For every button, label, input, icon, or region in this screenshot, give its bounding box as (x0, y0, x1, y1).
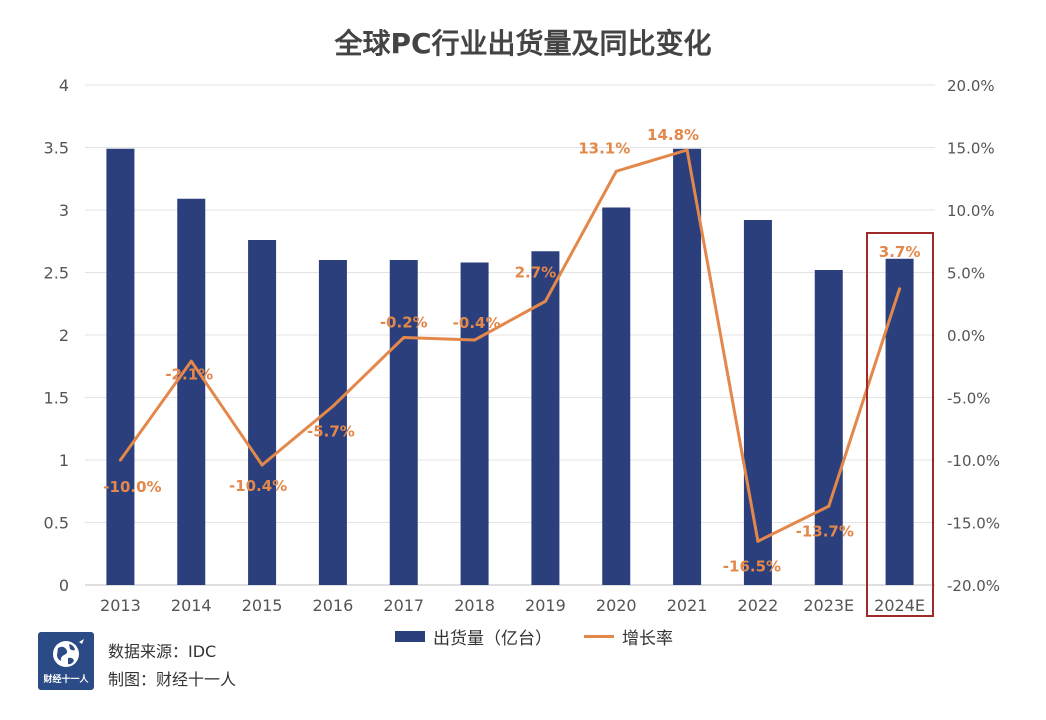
right-tick-label: 20.0% (947, 77, 995, 95)
growth-line (119, 148, 902, 543)
data-label: -10.0% (103, 478, 161, 496)
legend-bar-label: 出货量（亿台） (433, 629, 552, 649)
data-label: 13.1% (578, 139, 630, 157)
source-note: 数据来源：IDC 制图：财经十一人 (108, 638, 236, 694)
x-tick-label: 2017 (383, 596, 424, 615)
bar (673, 148, 702, 585)
x-tick-label: 2019 (525, 596, 566, 615)
left-tick-label: 4 (59, 76, 69, 95)
data-label: -0.2% (380, 314, 428, 332)
line-point (827, 504, 831, 508)
left-tick-label: 0 (59, 576, 69, 595)
right-tick-label: -5.0% (947, 390, 991, 408)
line-point (473, 338, 477, 342)
bar (248, 240, 277, 585)
data-label: -16.5% (723, 557, 781, 575)
line-point (402, 336, 406, 339)
bar (743, 220, 772, 585)
data-label: -10.4% (229, 477, 287, 495)
data-label: -5.7% (307, 422, 355, 440)
left-tick-label: 1.5 (44, 389, 69, 408)
logo-text: 财经十一人 (43, 675, 89, 685)
line-point (260, 463, 264, 467)
x-tick-label: 2014 (171, 596, 212, 615)
left-tick-label: 2.5 (44, 264, 69, 283)
data-label: 14.8% (647, 126, 699, 144)
bar-series (106, 148, 914, 585)
data-label: -0.4% (453, 314, 501, 332)
source-line: 数据来源：IDC (108, 642, 217, 661)
legend-line-swatch (584, 635, 614, 638)
bar (177, 198, 206, 585)
data-label: -13.7% (796, 522, 854, 540)
x-axis-ticks: 2013 2014 2015 2016 2017 2018 2019 2020 2021 2022… (100, 596, 925, 615)
grid-lines (85, 84, 935, 586)
right-tick-label: -20.0% (947, 577, 1000, 595)
left-tick-label: 3.5 (44, 139, 69, 158)
x-tick-label: 2015 (242, 596, 283, 615)
bar (389, 260, 418, 585)
x-tick-label: 2020 (596, 596, 637, 615)
left-tick-label: 2 (59, 326, 69, 345)
x-tick-label: 2013 (100, 596, 141, 615)
right-tick-label: -10.0% (947, 452, 1000, 470)
highlight-box-2024e (866, 232, 934, 617)
legend-item-shipments: 出货量（亿台） (395, 624, 552, 649)
made-by-line: 制图：财经十一人 (108, 670, 237, 689)
line-point (898, 287, 902, 291)
x-tick-label: 2016 (313, 596, 354, 615)
data-label: 3.7% (879, 243, 921, 261)
legend-bar-swatch (395, 631, 425, 642)
bar (318, 260, 347, 585)
right-tick-label: -15.0% (947, 515, 1000, 533)
data-labels: -10.0% -2.1% -10.4% -5.7% -0.2% -0.4% 2.7% 13.1… (103, 126, 920, 575)
x-tick-label: 2021 (667, 596, 708, 615)
x-tick-label: 2024E (874, 596, 925, 615)
right-axis-ticks: -20.0% -15.0% -10.0% -5.0% 0.0% 5.0% 10.0% 15.0… (947, 77, 1000, 595)
line-point (756, 539, 760, 543)
line-point (118, 458, 122, 462)
line-point (614, 169, 618, 173)
line-point (685, 148, 689, 152)
right-tick-label: 10.0% (947, 202, 995, 220)
legend: 出货量（亿台） 增长率 (395, 624, 705, 649)
line-point (543, 299, 547, 303)
bar (814, 270, 843, 585)
left-tick-label: 3 (59, 201, 69, 220)
globe-icon (53, 639, 84, 667)
left-tick-label: 0.5 (44, 514, 69, 533)
chart-title: 全球PC行业出货量及同比变化 (334, 27, 712, 60)
brand-logo: 财经十一人 (38, 632, 94, 690)
left-axis-ticks: 0 0.5 1 1.5 2 2.5 3 3.5 4 (44, 76, 69, 595)
line-series (118, 148, 902, 543)
right-tick-label: 0.0% (947, 327, 985, 345)
bar (106, 148, 135, 585)
right-tick-label: 15.0% (947, 140, 995, 158)
bar (460, 262, 489, 585)
line-point (331, 404, 335, 408)
data-label: -2.1% (165, 365, 213, 383)
x-tick-label: 2022 (738, 596, 779, 615)
x-tick-label: 2023E (803, 596, 854, 615)
x-tick-label: 2018 (454, 596, 495, 615)
data-label: 2.7% (515, 263, 557, 281)
line-point (189, 359, 193, 363)
bar (602, 207, 631, 585)
left-tick-label: 1 (59, 451, 69, 470)
legend-item-growth: 增长率 (584, 624, 673, 649)
legend-line-label: 增长率 (622, 629, 673, 649)
right-tick-label: 5.0% (947, 265, 985, 283)
